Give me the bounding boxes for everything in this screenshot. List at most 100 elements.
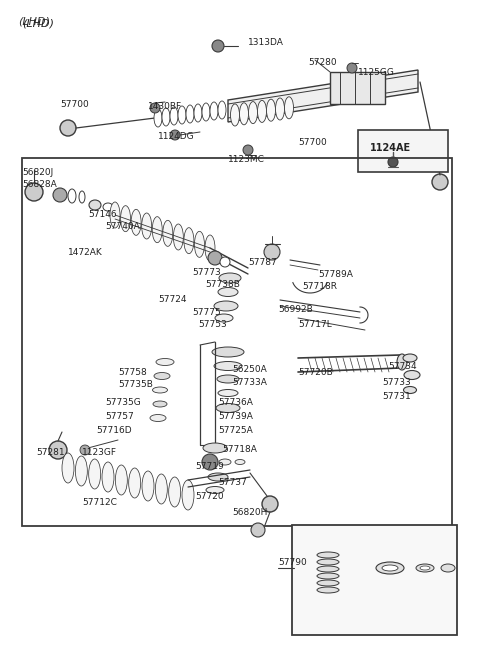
Ellipse shape	[142, 471, 154, 501]
Ellipse shape	[441, 564, 455, 572]
Ellipse shape	[240, 103, 249, 125]
Text: 57731: 57731	[382, 392, 411, 401]
Ellipse shape	[150, 103, 160, 113]
Text: 57757: 57757	[105, 412, 134, 421]
Ellipse shape	[102, 462, 114, 492]
Ellipse shape	[80, 445, 90, 455]
Ellipse shape	[317, 573, 339, 579]
Ellipse shape	[403, 354, 417, 362]
Text: 57734: 57734	[388, 362, 417, 371]
Text: (LHD): (LHD)	[22, 18, 54, 28]
Text: 57758: 57758	[118, 368, 147, 377]
Ellipse shape	[154, 373, 170, 379]
Text: 56992B: 56992B	[278, 305, 313, 314]
Ellipse shape	[235, 460, 245, 464]
Text: 57790: 57790	[278, 558, 307, 567]
Text: 57718R: 57718R	[302, 282, 337, 291]
Text: 57725A: 57725A	[218, 426, 253, 435]
Ellipse shape	[154, 109, 162, 127]
Ellipse shape	[75, 456, 87, 486]
Ellipse shape	[347, 63, 357, 73]
Ellipse shape	[60, 120, 76, 136]
Ellipse shape	[194, 104, 202, 122]
Ellipse shape	[219, 273, 241, 283]
Text: 57712C: 57712C	[82, 498, 117, 507]
Text: 56250A: 56250A	[232, 365, 267, 374]
Ellipse shape	[25, 183, 43, 201]
Ellipse shape	[212, 40, 224, 52]
Text: 1124DG: 1124DG	[158, 132, 194, 141]
Text: 57716D: 57716D	[96, 426, 132, 435]
Text: 56828A: 56828A	[22, 180, 57, 189]
Ellipse shape	[150, 415, 166, 422]
Ellipse shape	[170, 130, 180, 140]
Ellipse shape	[202, 103, 210, 121]
Text: 57280: 57280	[308, 58, 336, 67]
Ellipse shape	[243, 145, 253, 155]
Ellipse shape	[184, 228, 194, 253]
Ellipse shape	[317, 587, 339, 593]
Text: 57787: 57787	[248, 258, 277, 267]
Ellipse shape	[432, 174, 448, 190]
Ellipse shape	[276, 98, 285, 120]
Ellipse shape	[208, 251, 222, 265]
Ellipse shape	[404, 371, 420, 379]
Bar	[330, 72, 385, 104]
Ellipse shape	[251, 523, 265, 537]
Text: 57739A: 57739A	[218, 412, 253, 421]
Ellipse shape	[215, 314, 233, 322]
Ellipse shape	[142, 213, 152, 239]
Text: 57700: 57700	[60, 100, 89, 109]
Text: 1472AK: 1472AK	[68, 248, 103, 257]
Text: 57720B: 57720B	[298, 368, 333, 377]
Text: 57737: 57737	[218, 478, 247, 487]
Ellipse shape	[173, 224, 183, 250]
Ellipse shape	[62, 453, 74, 483]
Ellipse shape	[388, 157, 398, 167]
Text: 1124AE: 1124AE	[370, 143, 411, 153]
Text: 57753: 57753	[198, 320, 227, 329]
Polygon shape	[228, 70, 418, 122]
Ellipse shape	[168, 477, 180, 507]
Ellipse shape	[182, 480, 194, 510]
Ellipse shape	[262, 496, 278, 512]
Ellipse shape	[397, 354, 407, 370]
Ellipse shape	[205, 235, 215, 261]
Ellipse shape	[217, 375, 239, 383]
Text: 57720: 57720	[195, 492, 224, 501]
Ellipse shape	[206, 487, 224, 493]
Ellipse shape	[317, 566, 339, 572]
Ellipse shape	[153, 401, 167, 407]
Text: 57718A: 57718A	[222, 445, 257, 454]
Ellipse shape	[186, 105, 194, 123]
Text: 57719: 57719	[195, 462, 224, 471]
Ellipse shape	[416, 564, 434, 572]
Ellipse shape	[152, 217, 162, 242]
Ellipse shape	[208, 473, 228, 481]
Text: 57717L: 57717L	[298, 320, 332, 329]
Ellipse shape	[317, 552, 339, 558]
Ellipse shape	[404, 386, 417, 394]
Text: 57735B: 57735B	[118, 380, 153, 389]
Text: 1123MC: 1123MC	[228, 155, 265, 164]
Ellipse shape	[214, 362, 242, 371]
Ellipse shape	[203, 443, 227, 453]
Ellipse shape	[156, 474, 168, 504]
Ellipse shape	[49, 441, 67, 459]
Ellipse shape	[230, 104, 240, 126]
Ellipse shape	[317, 559, 339, 565]
Ellipse shape	[89, 200, 101, 210]
Ellipse shape	[317, 580, 339, 586]
Ellipse shape	[162, 108, 170, 126]
Text: 57740A: 57740A	[105, 222, 140, 231]
Ellipse shape	[210, 102, 218, 120]
Text: (LHD): (LHD)	[18, 16, 50, 26]
Text: 57700: 57700	[298, 138, 327, 147]
Text: 57736A: 57736A	[218, 398, 253, 407]
Ellipse shape	[214, 301, 238, 311]
Text: 57146: 57146	[88, 210, 117, 219]
Ellipse shape	[178, 106, 186, 124]
Ellipse shape	[220, 257, 230, 267]
Ellipse shape	[202, 454, 218, 470]
Ellipse shape	[285, 97, 293, 119]
